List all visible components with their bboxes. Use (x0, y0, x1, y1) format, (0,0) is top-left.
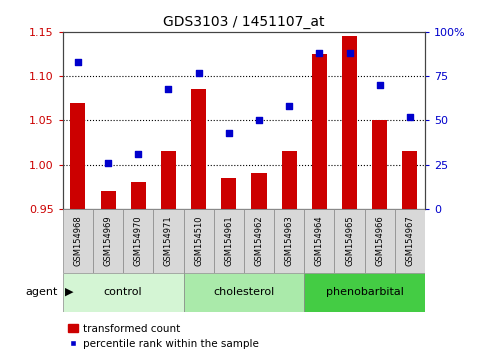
Text: ▶: ▶ (65, 287, 74, 297)
Bar (274, 209, 304, 273)
Bar (372, 120, 387, 209)
Bar (304, 209, 334, 273)
Point (195, 70, 202, 75)
Bar (71, 103, 85, 209)
Point (134, 151, 142, 157)
Text: GSM154964: GSM154964 (315, 215, 324, 266)
Bar (365, 209, 395, 273)
Point (315, 50, 323, 56)
Text: agent: agent (26, 287, 58, 297)
Bar (93, 209, 123, 273)
Point (376, 82, 384, 88)
Text: GSM154967: GSM154967 (405, 215, 414, 266)
Bar (123, 209, 154, 273)
Text: phenobarbital: phenobarbital (326, 287, 404, 297)
Bar (154, 209, 184, 273)
Text: GSM154510: GSM154510 (194, 216, 203, 266)
Text: GSM154971: GSM154971 (164, 215, 173, 266)
Point (104, 160, 112, 166)
Bar (131, 182, 146, 209)
Point (285, 103, 293, 109)
Point (165, 86, 172, 91)
Text: GSM154962: GSM154962 (255, 215, 264, 266)
Legend: transformed count, percentile rank within the sample: transformed count, percentile rank withi… (68, 324, 258, 349)
Bar (191, 89, 206, 209)
Point (74, 59, 82, 65)
Bar (184, 273, 304, 312)
Text: GSM154970: GSM154970 (134, 215, 143, 266)
Bar (221, 178, 236, 209)
Bar (63, 209, 93, 273)
Bar (304, 273, 425, 312)
Bar (334, 209, 365, 273)
Bar (312, 54, 327, 209)
Title: GDS3103 / 1451107_at: GDS3103 / 1451107_at (163, 16, 325, 29)
Text: control: control (104, 287, 142, 297)
Text: GSM154968: GSM154968 (73, 215, 83, 266)
Text: GSM154961: GSM154961 (224, 215, 233, 266)
Text: GSM154969: GSM154969 (103, 215, 113, 266)
Point (346, 50, 354, 56)
Text: GSM154963: GSM154963 (284, 215, 294, 266)
Point (406, 114, 414, 120)
Point (225, 130, 233, 136)
Bar (161, 152, 176, 209)
Bar (395, 209, 425, 273)
Text: cholesterol: cholesterol (213, 287, 274, 297)
Bar (342, 36, 357, 209)
Point (255, 118, 263, 123)
Bar (402, 152, 417, 209)
Bar (184, 209, 213, 273)
Bar (63, 273, 184, 312)
Bar (244, 209, 274, 273)
Bar (213, 209, 244, 273)
Bar (252, 173, 267, 209)
Bar (282, 152, 297, 209)
Text: GSM154965: GSM154965 (345, 215, 354, 266)
Bar (100, 191, 115, 209)
Text: GSM154966: GSM154966 (375, 215, 384, 266)
